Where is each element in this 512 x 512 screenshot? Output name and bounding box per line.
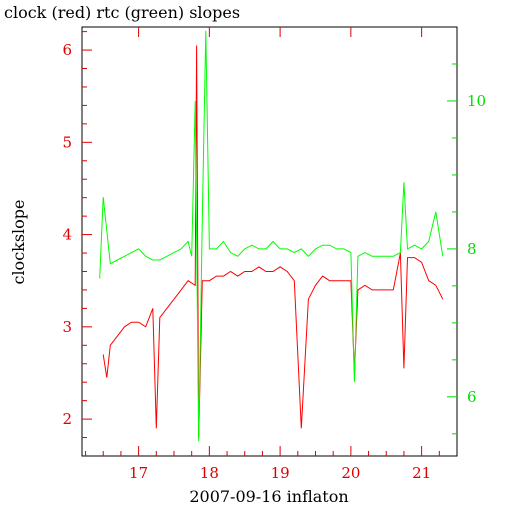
y-axis-left: 2 3 4 5 6 bbox=[62, 31, 92, 439]
plot-frame bbox=[81, 26, 458, 457]
y-left-tick-label: 3 bbox=[62, 318, 72, 336]
y-right-tick-label: 8 bbox=[467, 240, 477, 258]
series-line-rtc bbox=[99, 30, 444, 442]
y-right-tick-label: 6 bbox=[467, 388, 477, 406]
y-axis-title: clockslope bbox=[9, 199, 28, 284]
y-left-tick-label: 4 bbox=[62, 226, 72, 244]
x-tick-label: 17 bbox=[129, 464, 148, 482]
series-line-clock bbox=[102, 45, 444, 438]
x-axis-title: 2007-09-16 inflaton bbox=[189, 487, 348, 506]
x-tick-label: 18 bbox=[200, 464, 219, 482]
y-right-tick-label: 10 bbox=[467, 92, 486, 110]
y-left-tick-label: 6 bbox=[62, 41, 72, 59]
x-axis: 17 18 19 20 21 bbox=[85, 27, 440, 482]
series-layer bbox=[99, 30, 444, 442]
x-tick-label: 19 bbox=[271, 464, 290, 482]
y-axis-right: 6 8 10 bbox=[447, 63, 486, 435]
x-tick-label: 21 bbox=[412, 464, 431, 482]
y-left-tick-label: 5 bbox=[62, 133, 72, 151]
y-left-tick-label: 2 bbox=[62, 410, 72, 428]
chart-title: clock (red) rtc (green) slopes bbox=[4, 3, 240, 22]
x-tick-label: 20 bbox=[341, 464, 360, 482]
